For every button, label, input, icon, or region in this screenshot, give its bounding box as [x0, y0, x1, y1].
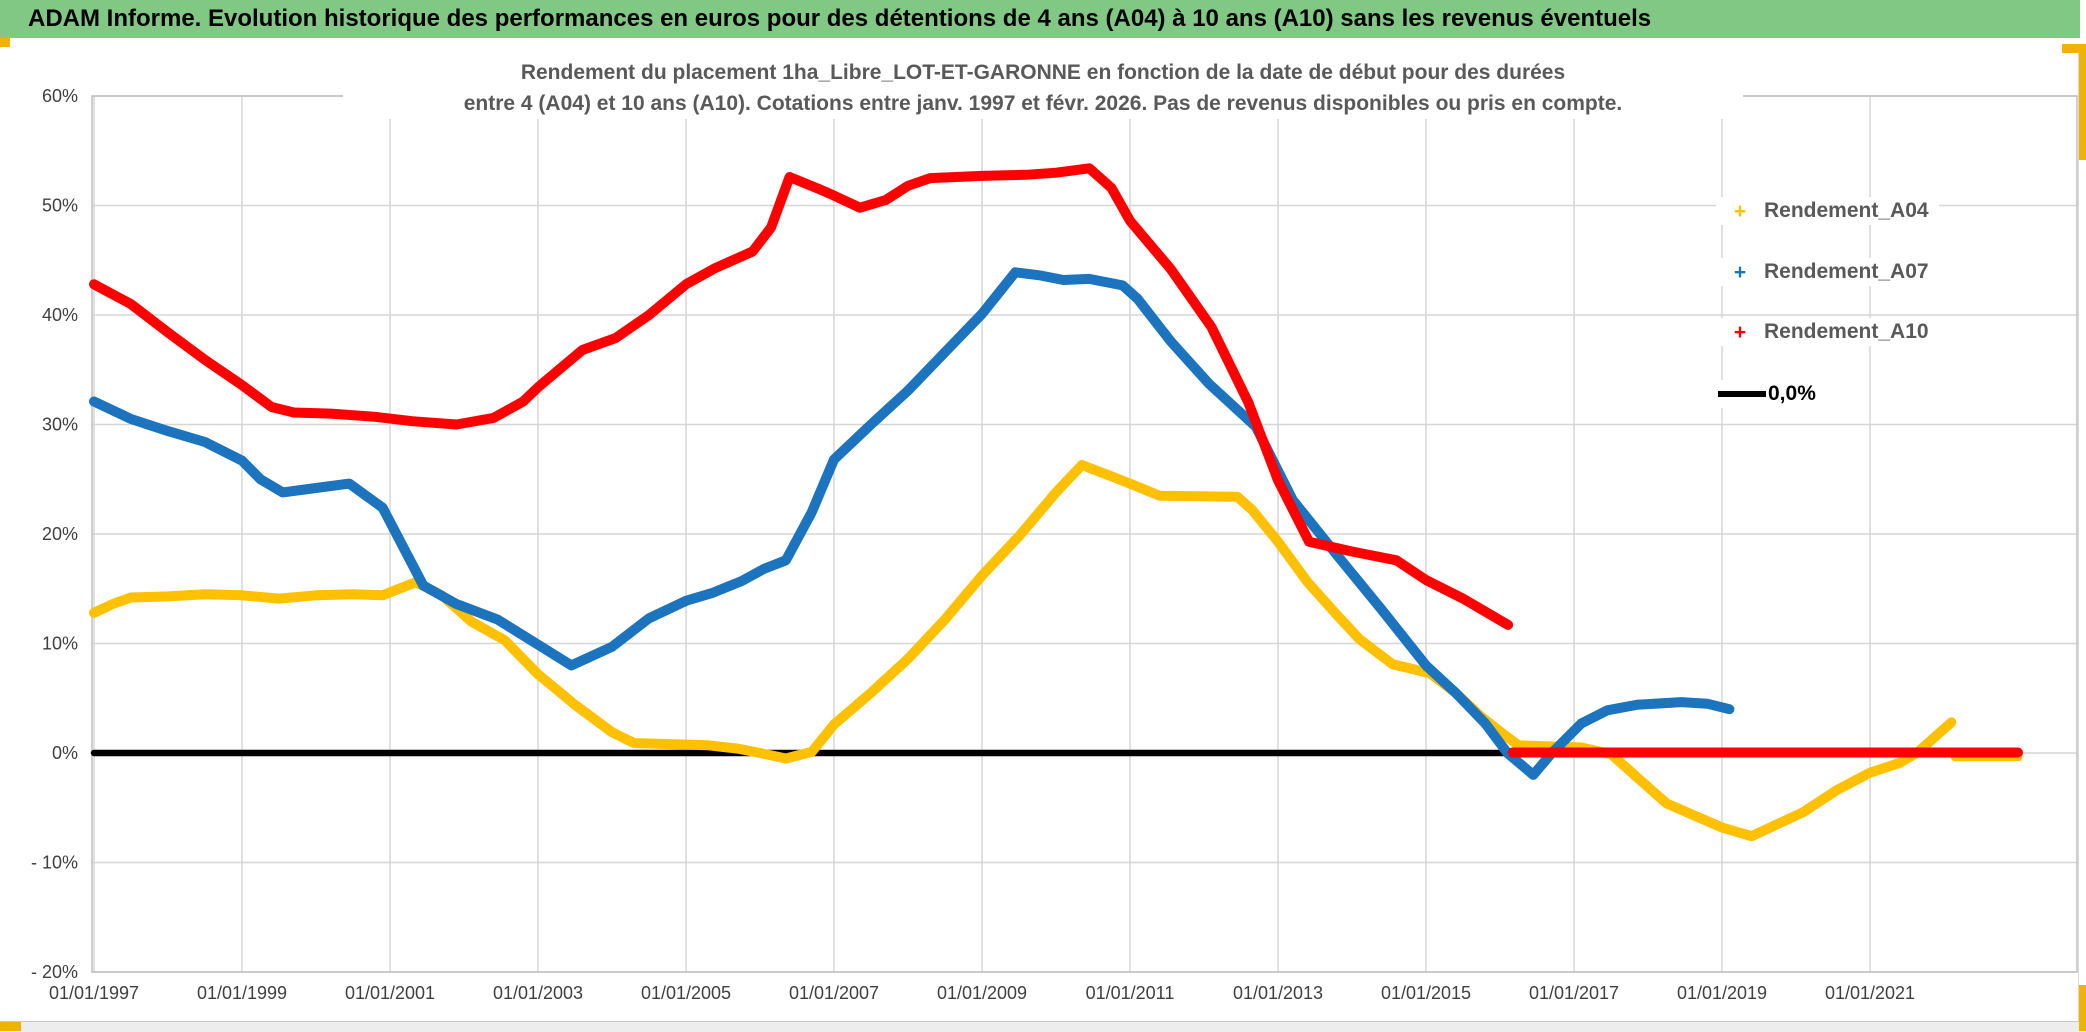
black-line-swatch-icon [1718, 391, 1766, 397]
y-tick-label: 0% [52, 743, 78, 763]
chart-title-line2: entre 4 (A04) et 10 ans (A10). Cotations… [463, 92, 1623, 115]
y-tick-label: - 20% [31, 962, 78, 982]
scrollbar-thumb[interactable] [0, 1022, 21, 1031]
legend-label: Rendement_A07 [1764, 260, 1929, 283]
page-title: ADAM Informe. Evolution historique des p… [28, 5, 1652, 32]
chart-title-line1: Rendement du placement 1ha_Libre_LOT-ET-… [520, 61, 1566, 84]
plus-marker-icon: + [1733, 199, 1747, 223]
y-tick-label: 30% [42, 415, 78, 435]
legend-item-rendement-a07[interactable]: + Rendement_A07 [1716, 258, 1939, 286]
legend-item-zero-line[interactable]: 0,0% [1712, 380, 1826, 408]
series-rendement-a07[interactable] [89, 267, 1735, 780]
title-bar: ADAM Informe. Evolution historique des p… [0, 0, 2080, 38]
y-tick-label: 40% [42, 305, 78, 325]
legend-label: Rendement_A10 [1764, 320, 1929, 343]
x-tick-label: 01/01/2019 [1677, 983, 1767, 1003]
y-tick-label: 20% [42, 524, 78, 544]
x-tick-label: 01/01/2021 [1825, 983, 1915, 1003]
selection-handle-top-left [0, 38, 10, 47]
selection-handle-bottom-right [2079, 985, 2086, 1031]
x-tick-label: 01/01/1997 [49, 983, 139, 1003]
series-rendement-a10[interactable] [89, 163, 1514, 630]
x-tick-label: 01/01/2013 [1233, 983, 1323, 1003]
y-tick-label: 10% [42, 634, 78, 654]
x-tick-label: 01/01/1999 [197, 983, 287, 1003]
legend-item-rendement-a10[interactable]: + Rendement_A10 [1716, 318, 1939, 346]
x-tick-label: 01/01/2017 [1529, 983, 1619, 1003]
chart-frame-edge [2078, 44, 2079, 1021]
horizontal-scrollbar[interactable] [0, 1021, 2086, 1032]
selection-handle-top-right-v [2079, 44, 2086, 160]
y-tick-label: - 10% [31, 853, 78, 873]
chart-title: Rendement du placement 1ha_Libre_LOT-ET-… [343, 57, 1743, 119]
y-tick-label: 50% [42, 196, 78, 216]
x-tick-label: 01/01/2003 [493, 983, 583, 1003]
plus-marker-icon: + [1733, 260, 1747, 284]
legend-label: Rendement_A04 [1764, 199, 1929, 222]
x-tick-label: 01/01/2001 [345, 983, 435, 1003]
x-tick-label: 01/01/2011 [1086, 983, 1175, 1003]
x-tick-label: 01/01/2009 [937, 983, 1027, 1003]
x-tick-label: 01/01/2007 [789, 983, 879, 1003]
plus-marker-icon: + [1733, 320, 1747, 344]
y-tick-label: 60% [42, 86, 78, 106]
legend-item-rendement-a04[interactable]: + Rendement_A04 [1716, 197, 1939, 225]
legend-label: 0,0% [1768, 382, 1816, 405]
selection-handle-top-right-h [2062, 44, 2086, 53]
x-tick-label: 01/01/2005 [641, 983, 731, 1003]
series-rendement-a04[interactable] [89, 460, 1957, 842]
x-tick-label: 01/01/2015 [1381, 983, 1471, 1003]
